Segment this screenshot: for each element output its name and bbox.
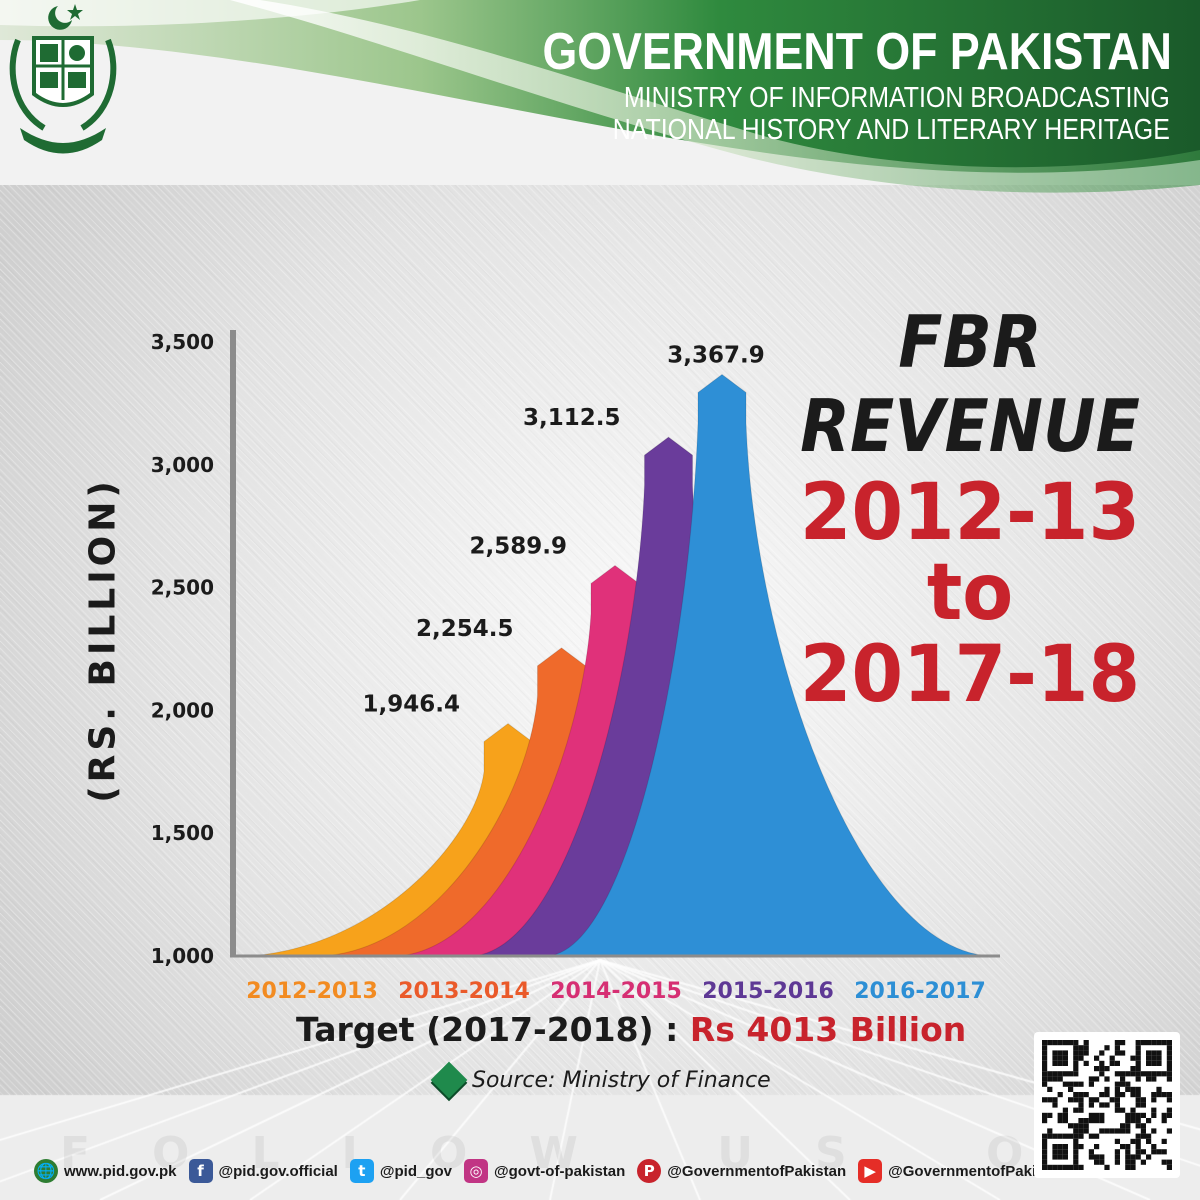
target-value: Rs 4013 Billion bbox=[689, 1010, 967, 1049]
follow-us-watermark: FOLLOW US ON bbox=[60, 1128, 1185, 1179]
source-text: Source: Ministry of Finance bbox=[472, 1067, 771, 1093]
social-link-text: @pid.gov.official bbox=[218, 1162, 338, 1180]
headline-line3: 2012-13 bbox=[799, 468, 1141, 558]
header-banner: GOVERNMENT OF PAKISTAN MINISTRY OF INFOR… bbox=[0, 0, 1200, 193]
header-title: GOVERNMENT OF PAKISTAN bbox=[542, 23, 1172, 81]
instagram-icon: ◎ bbox=[464, 1159, 488, 1183]
social-link[interactable]: ◎ @govt-of-pakistan bbox=[464, 1159, 625, 1183]
headline-line5: 2017-18 bbox=[799, 630, 1141, 720]
y-tick-label: 2,500 bbox=[151, 576, 214, 600]
y-tick-label: 1,500 bbox=[151, 821, 214, 845]
value-label: 2,254.5 bbox=[416, 616, 514, 642]
social-link[interactable]: ▶ @GovernmentofPakistan bbox=[858, 1159, 1067, 1183]
x-tick-label: 2016-2017 bbox=[854, 979, 986, 1004]
social-link-text: @pid_gov bbox=[379, 1162, 452, 1180]
pinterest-icon: P bbox=[637, 1159, 662, 1183]
x-tick-label: 2015-2016 bbox=[702, 979, 834, 1004]
headline-line1: FBR bbox=[898, 300, 1042, 384]
x-tick-label: 2012-2013 bbox=[246, 979, 378, 1004]
value-label: 3,112.5 bbox=[523, 405, 621, 431]
headline-line4: to bbox=[926, 548, 1014, 638]
headline-line2: REVENUE bbox=[800, 384, 1140, 468]
header-swoosh bbox=[0, 0, 1200, 193]
social-link[interactable]: P @GovernmentofPakistan bbox=[637, 1159, 846, 1183]
state-emblem-icon bbox=[9, 4, 117, 154]
header-subtitle-line1: MINISTRY OF INFORMATION BROADCASTING bbox=[624, 82, 1170, 114]
y-tick-label: 2,000 bbox=[151, 698, 214, 722]
y-axis-label: (RS. BILLION) bbox=[82, 477, 124, 803]
social-link-text: @govt-of-pakistan bbox=[494, 1162, 626, 1180]
social-link-text: @GovernmentofPakistan bbox=[888, 1162, 1067, 1180]
value-label: 2,589.9 bbox=[470, 534, 568, 560]
globe-icon: 🌐 bbox=[34, 1159, 58, 1183]
x-tick-label: 2014-2015 bbox=[550, 979, 682, 1004]
target-line: Target (2017-2018) : Rs 4013 Billion bbox=[296, 1010, 966, 1049]
y-tick-label: 1,000 bbox=[151, 944, 214, 968]
facebook-icon: f bbox=[188, 1159, 213, 1183]
youtube-icon: ▶ bbox=[858, 1159, 883, 1183]
social-link-text: @GovernmentofPakistan bbox=[667, 1162, 847, 1180]
value-label: 1,946.4 bbox=[363, 692, 461, 718]
social-link-text: www.pid.gov.pk bbox=[64, 1162, 177, 1180]
value-label: 3,367.9 bbox=[667, 342, 765, 368]
diamond-icon bbox=[430, 1061, 468, 1099]
social-link[interactable]: f @pid.gov.official bbox=[188, 1159, 338, 1183]
qr-code-icon[interactable] bbox=[1034, 1032, 1180, 1178]
y-tick-label: 3,500 bbox=[151, 330, 214, 354]
social-link[interactable]: 🌐 www.pid.gov.pk bbox=[34, 1159, 177, 1183]
y-tick-label: 3,000 bbox=[151, 453, 214, 477]
bar-2016-2017 bbox=[547, 373, 991, 957]
headline: FBR REVENUE 2012-13 to 2017-18 bbox=[770, 300, 1170, 714]
source-note: Source: Ministry of Finance bbox=[430, 1061, 771, 1099]
social-links: 🌐 www.pid.gov.pk f @pid.gov.official t @pid_g… bbox=[34, 1156, 1079, 1186]
target-label: Target (2017-2018) : bbox=[296, 1010, 679, 1049]
social-link[interactable]: t @pid_gov bbox=[349, 1159, 452, 1183]
x-tick-label: 2013-2014 bbox=[398, 979, 530, 1004]
header-subtitle-line2: NATIONAL HISTORY AND LITERARY HERITAGE bbox=[612, 114, 1170, 146]
twitter-icon: t bbox=[349, 1159, 374, 1183]
